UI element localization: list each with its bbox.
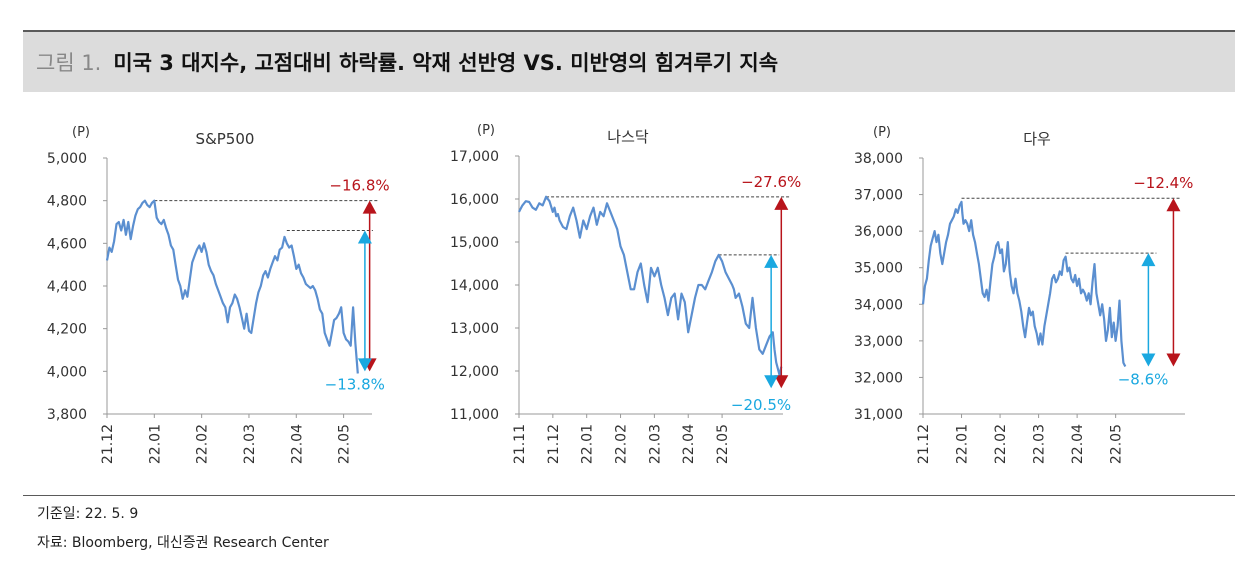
recent-arrow-head-down — [764, 375, 779, 389]
source-note: 자료: Bloomberg, 대신증권 Research Center — [37, 535, 329, 551]
peak-arrow-head-up — [362, 200, 377, 214]
y-tick-label: 5,000 — [47, 151, 87, 167]
y-tick-label: 32,000 — [854, 370, 903, 386]
peak-arrow-head-down — [1166, 353, 1181, 367]
index-line — [105, 199, 359, 374]
y-tick-label: 38,000 — [854, 151, 903, 167]
y-tick-label: 33,000 — [854, 334, 903, 350]
x-tick-label: 21.11 — [512, 424, 528, 464]
index-line — [518, 195, 783, 377]
title-bar: 그림 1. 미국 3 대지수, 고점대비 하락률. 악재 선반영 VS. 미반영… — [23, 32, 1235, 92]
y-tick-label: 16,000 — [450, 192, 499, 208]
recent-arrow-head-down — [1141, 353, 1156, 367]
y-tick-label: 37,000 — [854, 188, 903, 204]
unit-label: (P) — [477, 123, 495, 138]
y-tick-label: 12,000 — [450, 364, 499, 380]
x-tick-label: 22.04 — [289, 424, 305, 464]
figure-label: 그림 1. — [36, 51, 102, 75]
x-tick-label: 21.12 — [100, 424, 116, 464]
y-tick-label: 4,600 — [47, 236, 87, 252]
y-tick-label: 4,000 — [47, 364, 87, 380]
y-tick-label: 17,000 — [450, 149, 499, 165]
y-tick-label: 13,000 — [450, 321, 499, 337]
recent-drawdown-label: −20.5% — [731, 396, 791, 414]
y-tick-label: 14,000 — [450, 278, 499, 294]
top-rule — [23, 30, 1235, 32]
recent-arrow-head-up — [357, 230, 372, 244]
recent-arrow-head-up — [764, 254, 779, 268]
y-tick-label: 4,800 — [47, 194, 87, 210]
chart-title: 다우 — [1023, 130, 1051, 148]
x-tick-label: 22.04 — [681, 424, 697, 464]
peak-arrow-head-up — [774, 196, 789, 210]
figure-title: 미국 3 대지수, 고점대비 하락률. 악재 선반영 VS. 미반영의 힘겨루기… — [113, 51, 779, 75]
x-tick-label: 22.03 — [647, 424, 663, 464]
x-tick-label: 22.04 — [1070, 424, 1086, 464]
bottom-rule — [23, 495, 1235, 496]
x-tick-label: 22.02 — [195, 424, 211, 464]
x-tick-label: 22.05 — [1109, 424, 1125, 464]
y-tick-label: 15,000 — [450, 235, 499, 251]
peak-arrow-head-down — [774, 375, 789, 389]
peak-drawdown-label: −27.6% — [741, 173, 801, 191]
y-tick-label: 4,400 — [47, 279, 87, 295]
x-tick-label: 22.01 — [580, 424, 596, 464]
x-tick-label: 21.12 — [546, 424, 562, 464]
peak-drawdown-label: −16.8% — [329, 177, 389, 195]
y-tick-label: 11,000 — [450, 407, 499, 423]
y-tick-label: 31,000 — [854, 407, 903, 423]
x-tick-label: 22.03 — [1032, 424, 1048, 464]
chart-title: 나스닥 — [607, 128, 649, 146]
x-tick-label: 22.03 — [242, 424, 258, 464]
y-tick-label: 3,800 — [47, 407, 87, 423]
unit-label: (P) — [873, 125, 891, 140]
unit-label: (P) — [72, 125, 90, 140]
y-tick-label: 4,200 — [47, 322, 87, 338]
y-tick-label: 35,000 — [854, 261, 903, 277]
x-tick-label: 22.01 — [955, 424, 971, 464]
index-line — [921, 200, 1127, 368]
x-tick-label: 22.02 — [614, 424, 630, 464]
peak-arrow-head-up — [1166, 198, 1181, 212]
x-tick-label: 21.12 — [916, 424, 932, 464]
recent-drawdown-label: −13.8% — [325, 375, 385, 393]
x-tick-label: 22.02 — [993, 424, 1009, 464]
recent-drawdown-label: −8.6% — [1118, 370, 1169, 388]
charts-area: (P) S&P500 3,800 4,000 4,200 4,400 4,600 4,800 5… — [47, 123, 1194, 464]
recent-arrow-head-up — [1141, 253, 1156, 267]
chart-title: S&P500 — [196, 130, 255, 148]
x-tick-label: 22.05 — [715, 424, 731, 464]
y-tick-label: 34,000 — [854, 297, 903, 313]
peak-drawdown-label: −12.4% — [1133, 174, 1193, 192]
y-tick-label: 36,000 — [854, 224, 903, 240]
x-tick-label: 22.01 — [147, 424, 163, 464]
x-tick-label: 22.05 — [337, 424, 353, 464]
recent-arrow-head-down — [357, 358, 372, 372]
base-date-note: 기준일: 22. 5. 9 — [37, 506, 139, 522]
